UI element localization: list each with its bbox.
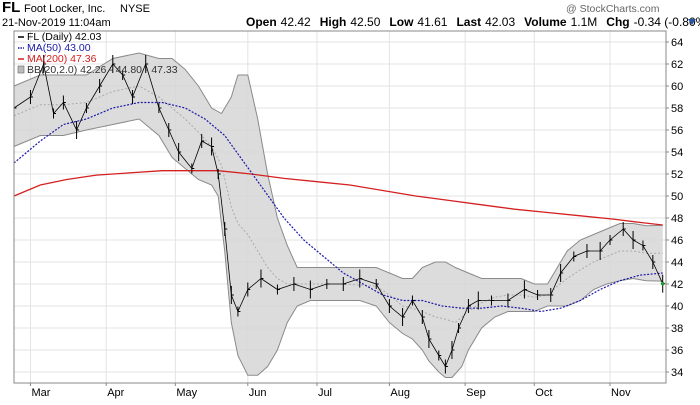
y-tick-label: 38: [671, 323, 683, 335]
quote-label: High: [320, 15, 347, 29]
x-tick-label: Sep: [466, 387, 486, 399]
quote-label: Low: [389, 15, 414, 29]
quote-summary: Open 42.42 High 42.50 Low 41.61 Last 42.03 Volum…: [246, 15, 700, 29]
stockcharts-watermark: @ StockCharts.com: [566, 3, 660, 15]
quote-value: 42.03: [485, 15, 515, 29]
last-price-marker: [660, 281, 665, 286]
legend-bb-icon: [17, 65, 25, 74]
y-axis: 34 36 38 40 42 44 46 48 50 52 54 56 58 60 62 64: [666, 37, 683, 379]
quote-value: 1.1M: [571, 15, 598, 29]
quote-label: Volume: [524, 15, 567, 29]
y-tick-label: 56: [671, 125, 683, 137]
x-tick-label: Apr: [107, 387, 124, 399]
x-tick-label: Aug: [390, 387, 410, 399]
y-tick-label: 52: [671, 169, 683, 181]
quote-label: Last: [456, 15, 481, 29]
bollinger-bands: [13, 52, 663, 378]
y-tick-label: 50: [671, 191, 683, 203]
bollinger-upper-line: [13, 52, 663, 285]
y-tick-label: 48: [671, 213, 683, 225]
x-tick-label: Nov: [611, 387, 631, 399]
ticker-symbol: FL: [2, 0, 20, 16]
y-tick-label: 34: [671, 367, 683, 379]
quote-label: Open: [246, 15, 277, 29]
quote-label: Chg: [606, 15, 629, 29]
y-tick-label: 62: [671, 59, 683, 71]
quote-value: 41.61: [417, 15, 447, 29]
plot-frame: [13, 30, 667, 384]
y-tick-label: 60: [671, 81, 683, 93]
legend-entry: MA(200) 47.36: [27, 53, 97, 65]
x-tick-label: Jul: [318, 387, 332, 399]
bollinger-lower-line: [13, 118, 663, 378]
company-name: Foot Locker, Inc.: [24, 3, 105, 15]
y-tick-label: 46: [671, 235, 683, 247]
legend-entry: MA(50) 43.00: [27, 42, 91, 54]
dropdown-arrow-icon[interactable]: [688, 19, 696, 25]
y-tick-label: 40: [671, 301, 683, 313]
x-tick-label: Oct: [535, 387, 552, 399]
quote-value: -0.34 (-0.80%): [634, 15, 700, 29]
moving-averages: [13, 101, 663, 313]
x-axis: Mar Apr May Jun Jul Aug Sep Oct Nov: [29, 383, 631, 399]
legend-entry: FL (Daily) 42.03: [27, 31, 101, 43]
ma50-line: [13, 101, 663, 313]
x-tick-label: Mar: [31, 387, 50, 399]
grid-lines: [14, 31, 666, 383]
y-tick-label: 36: [671, 345, 683, 357]
exchange-label: NYSE: [120, 3, 150, 15]
x-tick-label: Jun: [249, 387, 267, 399]
y-tick-label: 42: [671, 279, 683, 291]
x-tick-label: May: [176, 387, 197, 399]
quote-datetime: 21-Nov-2019 11:04am: [2, 17, 111, 29]
price-series: [13, 55, 666, 374]
y-tick-label: 58: [671, 103, 683, 115]
y-tick-label: 44: [671, 257, 683, 269]
quote-value: 42.50: [350, 15, 380, 29]
y-tick-label: 54: [671, 147, 683, 159]
quote-value: 42.42: [281, 15, 311, 29]
y-tick-label: 64: [671, 37, 683, 49]
ma200-line: [13, 170, 663, 226]
legend-entry: BB(20,2.0) 42.26 - 44.80 - 47.33: [27, 64, 178, 76]
